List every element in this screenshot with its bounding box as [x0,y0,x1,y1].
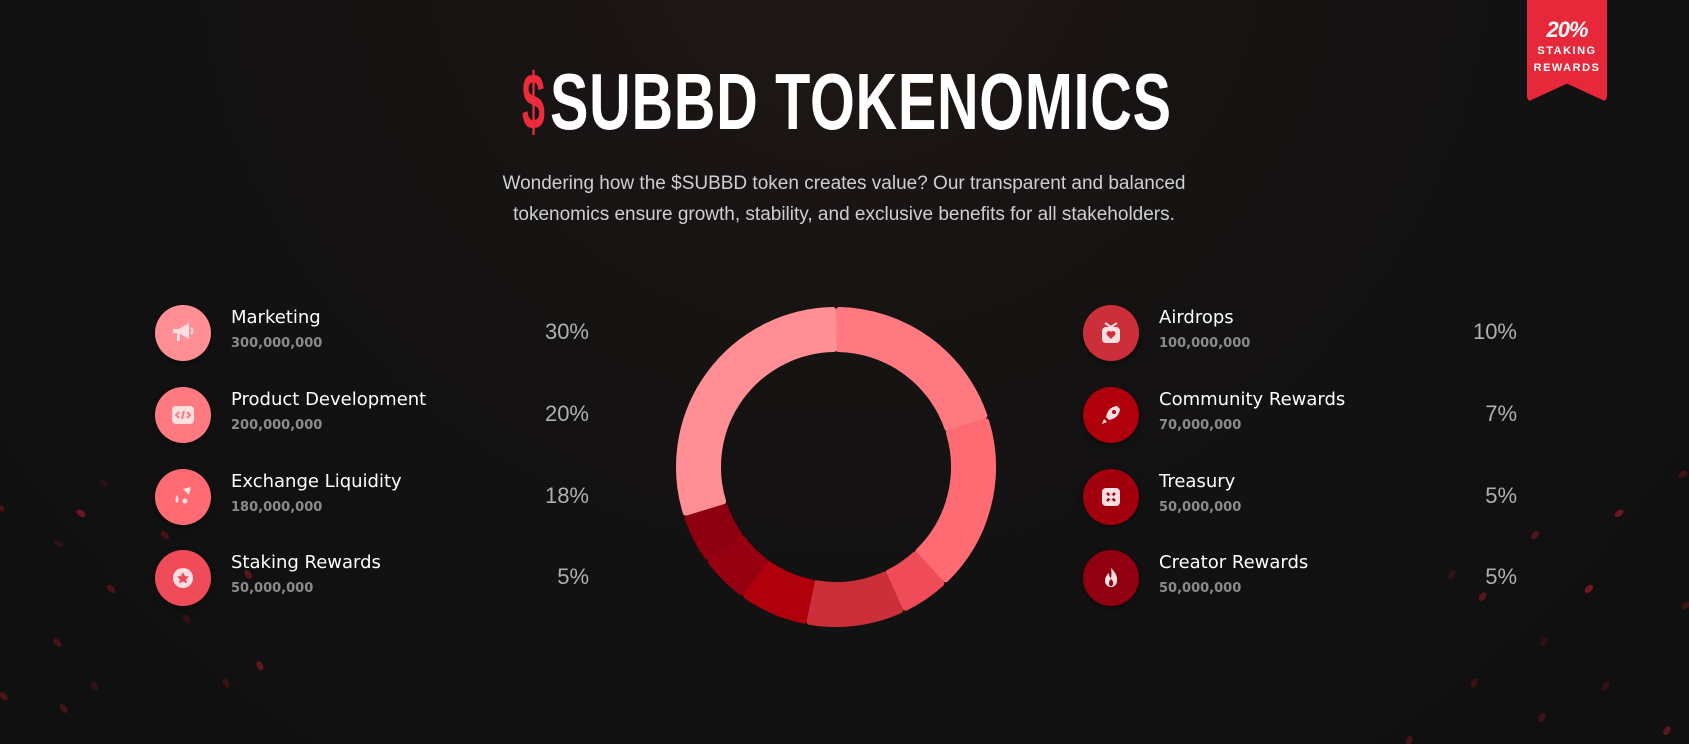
allocation-name: Product Development [231,389,427,410]
allocation-percent: 7% [1485,401,1517,426]
background-dot [1663,726,1671,736]
allocation-amount: 200,000,000 [231,418,323,433]
allocation-name: Airdrops [1159,307,1234,328]
allocation-name: Staking Rewards [231,552,381,573]
background-dot [90,681,99,691]
background-dot [1601,681,1610,691]
background-dot [160,530,170,540]
tokenomics-donut-chart [676,307,996,627]
background-dot [1681,601,1689,610]
donut-segment-marketing [676,307,837,516]
donut-segment-staking-rewards [885,551,945,611]
rocket-icon [1083,387,1139,443]
badge-label-line1: STAKING [1537,45,1597,57]
background-dot [1584,584,1594,594]
droplets-icon [155,469,211,525]
background-dot [1447,569,1456,579]
allocation-amount: 70,000,000 [1159,418,1242,433]
background-dot [59,703,68,713]
background-dot [0,504,5,512]
donut-segment-airdrops [806,571,904,627]
subtitle-line-1: Wondering how the $SUBBD token creates v… [502,173,1186,194]
allocation-item: Treasury 50,000,000 5% [1083,469,1517,527]
background-dot [1406,735,1413,744]
background-dot [53,638,62,647]
allocation-percent: 5% [1485,564,1517,589]
allocation-amount: 300,000,000 [231,336,323,351]
star-badge-icon [155,550,211,606]
allocation-item: Airdrops 100,000,000 10% [1083,305,1517,363]
allocation-percent: 18% [544,483,589,508]
allocation-item: Product Development 200,000,000 20% [155,387,589,445]
subtitle-line-2: tokenomics ensure growth, stability, and… [513,204,1175,225]
allocation-item: Creator Rewards 50,000,000 5% [1083,550,1517,608]
allocation-name: Community Rewards [1159,389,1346,410]
background-dot [106,584,116,594]
allocation-amount: 100,000,000 [1159,336,1251,351]
donut-segment-creator-rewards [684,502,743,560]
code-icon [155,387,211,443]
allocation-percent: 30% [544,319,589,344]
background-dot [222,678,230,688]
allocation-percent: 20% [544,401,589,426]
badge-label-line2: REWARDS [1533,62,1601,74]
flame-icon [1083,550,1139,606]
allocation-percent: 5% [557,564,589,589]
allocation-item: Community Rewards 70,000,000 7% [1083,387,1517,445]
badge-percent: 20% [1546,17,1588,42]
megaphone-icon [155,305,211,361]
title-text: SUBBD TOKENOMICS [550,57,1172,146]
background-dot [1678,470,1688,478]
background-dot [0,692,8,701]
background-dot [1540,636,1548,646]
background-dot [54,540,64,548]
background-dot [98,478,108,487]
allocation-percent: 5% [1485,483,1517,508]
donut-segment-exchange-liquidity [915,418,996,583]
allocation-item: Exchange Liquidity 180,000,000 18% [155,469,589,527]
background-dot [256,661,264,671]
allocation-amount: 50,000,000 [1159,500,1242,515]
donut-segment-treasury [707,535,768,596]
background-dot [244,569,253,579]
donut-segment-community-rewards [743,560,815,624]
background-dot [1530,530,1540,540]
allocation-name: Creator Rewards [1159,552,1309,573]
background-dot [1478,592,1487,602]
page-subtitle: Wondering how the $SUBBD token creates v… [344,168,1344,230]
allocation-item: Staking Rewards 50,000,000 5% [155,550,589,608]
allocation-name: Exchange Liquidity [231,471,402,492]
title-dollar-sign: $ [521,57,546,146]
page-title: $SUBBD TOKENOMICS [0,60,1689,144]
allocation-amount: 180,000,000 [231,500,323,515]
allocation-name: Treasury [1159,471,1236,492]
allocation-amount: 50,000,000 [231,581,314,596]
background-dot [1470,678,1478,688]
gift-heart-icon [1083,305,1139,361]
vault-icon [1083,469,1139,525]
allocation-percent: 10% [1472,319,1517,344]
allocation-amount: 50,000,000 [1159,581,1242,596]
background-dot [182,614,191,624]
background-dot [76,509,86,518]
donut-segment-product-development [835,307,988,432]
background-dot [1538,712,1546,723]
allocation-item: Marketing 300,000,000 30% [155,305,589,363]
allocation-name: Marketing [231,307,321,328]
background-dot [1614,509,1624,518]
